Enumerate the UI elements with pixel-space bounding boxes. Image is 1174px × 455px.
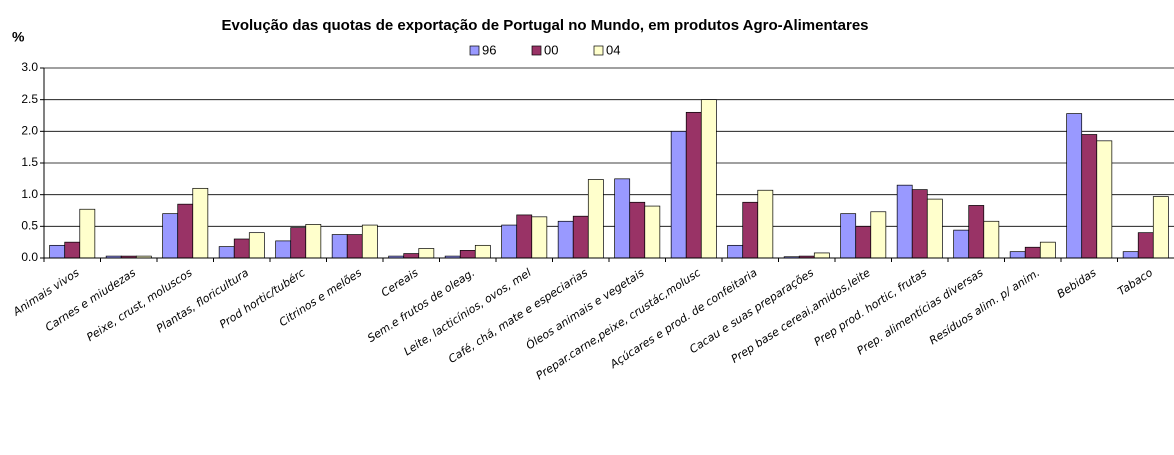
y-tick-label: 0.0	[21, 250, 38, 264]
legend: 96 00 04	[452, 40, 680, 66]
x-tick-label: Plantas, floricultura	[154, 266, 251, 335]
bar	[670, 130, 687, 259]
y-tick-label: 2.5	[21, 92, 38, 106]
bar	[531, 216, 548, 259]
bar	[983, 220, 1000, 259]
y-tick-label: 3.0	[21, 60, 38, 74]
legend-swatch	[531, 45, 542, 56]
bar	[700, 99, 717, 259]
bar	[459, 250, 476, 259]
bar	[1081, 134, 1098, 259]
chart-title: Evolução das quotas de exportação de Por…	[221, 17, 868, 34]
x-tick-label: Resíduos alim. p/ anim.	[927, 266, 1042, 347]
y-tick-label: 1.5	[21, 155, 38, 169]
bar	[1009, 251, 1026, 259]
legend-swatch	[593, 45, 604, 56]
bar	[275, 240, 292, 259]
bar	[1039, 241, 1056, 259]
bar	[501, 224, 518, 259]
bar	[727, 244, 744, 259]
x-tick-label: Sem.e frutos de oleag.	[365, 266, 477, 345]
bar	[813, 252, 830, 259]
bar	[290, 227, 307, 259]
bar	[855, 225, 872, 259]
bar	[474, 244, 491, 259]
bar	[742, 201, 759, 259]
bar	[233, 238, 250, 259]
bar	[331, 234, 348, 259]
bar	[403, 253, 420, 259]
bar	[1137, 232, 1154, 259]
bar	[911, 189, 928, 259]
legend-swatch	[469, 45, 480, 56]
x-tick-label: Bebidas	[1055, 266, 1099, 301]
x-tick-label: Tabaco	[1115, 266, 1155, 298]
bar	[953, 229, 970, 259]
bar	[1024, 246, 1041, 259]
bar	[614, 178, 631, 259]
bar	[926, 198, 943, 259]
bar	[870, 211, 887, 259]
x-tick-label: Peixe, crust, moluscos	[84, 266, 194, 344]
bar	[361, 224, 378, 259]
bar	[49, 244, 66, 259]
bar	[629, 201, 646, 259]
bar	[572, 215, 589, 259]
bar	[896, 184, 913, 259]
bar	[305, 224, 322, 259]
bar	[685, 111, 702, 259]
bar	[1152, 196, 1169, 259]
bar	[218, 246, 235, 259]
y-tick-label: 1.0	[21, 187, 38, 201]
bar	[757, 189, 774, 259]
y-tick-label: 2.0	[21, 124, 38, 138]
bar	[644, 205, 661, 259]
x-tick-label: Cereais	[379, 266, 421, 300]
legend-box	[452, 40, 680, 66]
bar	[346, 234, 363, 259]
y-axis-label: %	[12, 29, 25, 45]
bar	[418, 248, 435, 259]
bar	[192, 187, 209, 259]
bar	[1096, 140, 1113, 259]
bar	[516, 214, 533, 259]
y-tick-label: 0.5	[21, 219, 38, 233]
bar	[1066, 113, 1083, 259]
legend-label: 00	[544, 42, 558, 57]
bar	[557, 220, 574, 259]
bar	[587, 179, 604, 259]
bar	[177, 203, 194, 259]
legend-label: 96	[482, 42, 496, 57]
bar	[162, 213, 179, 259]
bar	[64, 241, 81, 259]
bar	[248, 232, 265, 259]
bar	[968, 205, 985, 259]
bar	[1122, 251, 1139, 259]
bar	[79, 208, 96, 259]
legend-label: 04	[606, 42, 620, 57]
bar	[840, 213, 857, 259]
